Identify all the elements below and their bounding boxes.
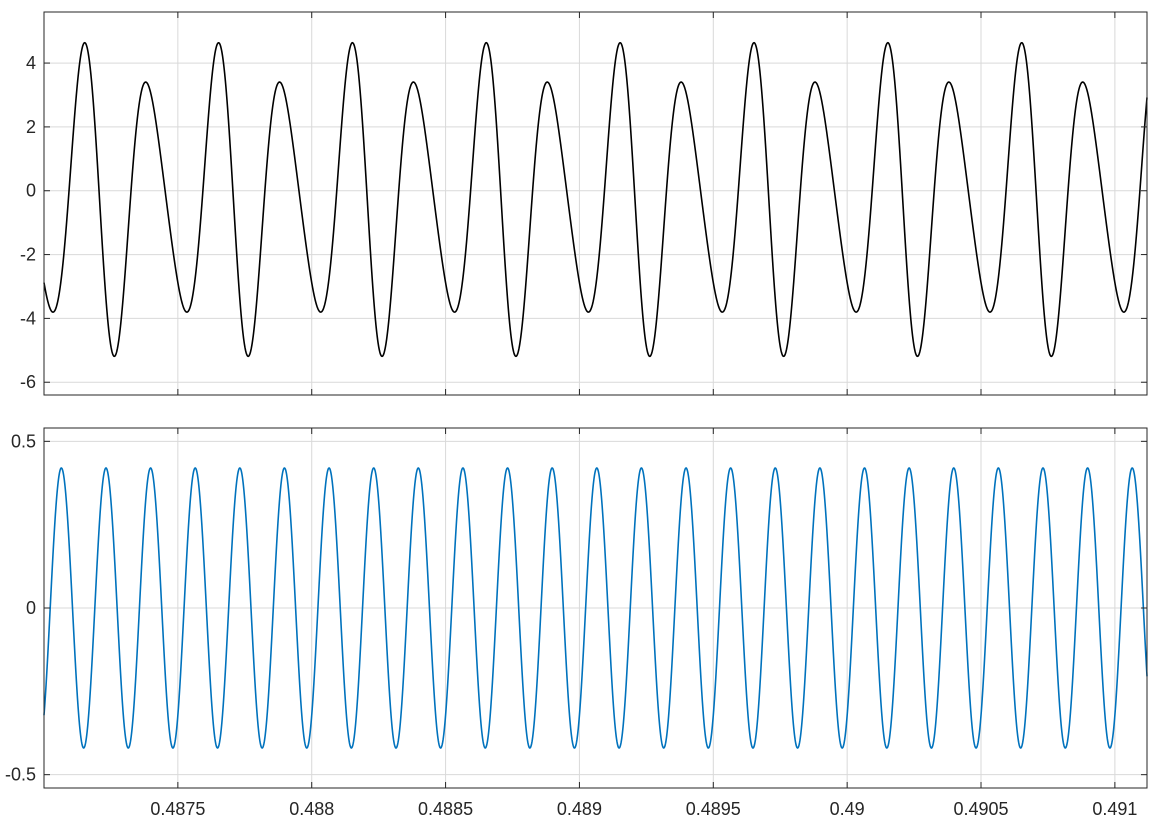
y-tick-label: 2: [26, 117, 36, 137]
y-tick-label: -4: [20, 308, 36, 328]
y-tick-label: 4: [26, 53, 36, 73]
x-tick-label: 0.488: [289, 799, 334, 819]
x-tick-label: 0.489: [557, 799, 602, 819]
axes-top-waveform: -6 -4 -2 0 2 4: [20, 11, 1148, 396]
series-line: [43, 467, 1148, 749]
x-tick-label: 0.4895: [686, 799, 741, 819]
y-tick-label: 0: [26, 598, 36, 618]
y-tick-label: 0: [26, 181, 36, 201]
axes-frame: [43, 11, 1148, 396]
y-tick-label: 0.5: [11, 431, 36, 451]
series-line: [43, 41, 1148, 358]
x-tick-label: 0.49: [830, 799, 865, 819]
axes-bottom-waveform: -0.5 0 0.5 0.4875 0.488 0.4885 0.489 0.4895 0.49…: [5, 427, 1148, 819]
x-tick-label: 0.4905: [953, 799, 1008, 819]
y-tick-label: -6: [20, 372, 36, 392]
x-tick-label: 0.4875: [150, 799, 205, 819]
x-tick-label: 0.4885: [418, 799, 473, 819]
plot-area: [44, 12, 1147, 395]
x-tick-label: 0.491: [1092, 799, 1137, 819]
y-tick-label: -0.5: [5, 765, 36, 785]
y-tick-label: -2: [20, 245, 36, 265]
